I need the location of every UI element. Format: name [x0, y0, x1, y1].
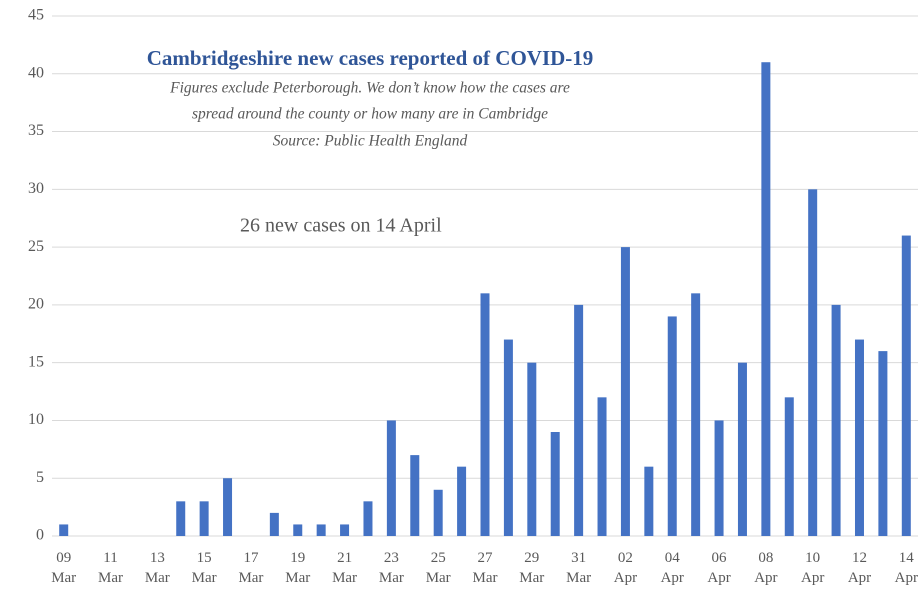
bar [223, 478, 233, 536]
bar [901, 235, 911, 537]
x-tick-label: 02 Apr [613, 550, 638, 586]
bar [597, 397, 607, 536]
x-tick-label: 06 Apr [707, 550, 731, 586]
x-tick-label: 10 Apr [801, 550, 825, 586]
bar [854, 339, 864, 536]
bar [574, 304, 584, 536]
x-tick-label: 12 Apr [847, 550, 872, 586]
bar [808, 189, 818, 537]
bar [667, 316, 677, 536]
bar [831, 304, 841, 536]
bar [433, 489, 443, 536]
y-tick-label: 20 [28, 296, 44, 313]
bar [199, 501, 209, 536]
x-tick-label: 17 Mar [238, 550, 264, 586]
bar [761, 62, 771, 536]
x-tick-label: 19 Mar [285, 550, 311, 586]
bar [410, 455, 420, 536]
x-tick-label: 08 Apr [754, 550, 778, 586]
y-tick-label: 40 [28, 64, 44, 81]
x-tick-label: 11 Mar [98, 550, 123, 586]
bar [269, 512, 279, 536]
bar [340, 524, 350, 536]
bar [176, 501, 186, 536]
bar [480, 293, 490, 536]
bar [644, 466, 654, 536]
y-tick-label: 30 [28, 180, 44, 197]
y-tick-label: 45 [28, 7, 44, 24]
bar [457, 466, 467, 536]
x-tick-label: 14 Apr [894, 550, 918, 586]
x-tick-label: 25 Mar [425, 550, 451, 586]
subtitle: Figures exclude Peterborough. We don’t k… [169, 80, 570, 97]
bar [503, 339, 513, 536]
bar [784, 397, 794, 536]
bar [691, 293, 701, 536]
x-tick-label: 29 Mar [519, 550, 545, 586]
bar [550, 432, 560, 536]
y-tick-label: 25 [28, 238, 44, 255]
bar [386, 420, 396, 536]
bar [527, 362, 537, 536]
x-tick-label: 27 Mar [472, 550, 498, 586]
x-tick-label: 09 Mar [51, 550, 77, 586]
chart-title: Cambridgeshire new cases reported of COV… [147, 46, 594, 70]
bar [59, 524, 69, 536]
x-tick-label: 21 Mar [332, 550, 358, 586]
subtitle: spread around the county or how many are… [192, 106, 548, 123]
x-tick-label: 23 Mar [378, 550, 404, 586]
bar [293, 524, 303, 536]
x-tick-label: 31 Mar [566, 550, 592, 586]
bar [316, 524, 326, 536]
bar [714, 420, 724, 536]
x-tick-label: 15 Mar [191, 550, 217, 586]
bar [737, 362, 747, 536]
annotation: 26 new cases on 14 April [240, 215, 442, 237]
y-tick-label: 35 [28, 122, 44, 139]
x-tick-label: 04 Apr [660, 550, 684, 586]
subtitle: Source: Public Health England [273, 133, 468, 150]
bar [878, 351, 888, 536]
x-tick-label: 13 Mar [144, 550, 170, 586]
y-tick-label: 5 [36, 469, 44, 486]
bar [620, 247, 630, 536]
bar [363, 501, 373, 536]
y-tick-label: 15 [28, 353, 44, 370]
y-tick-label: 10 [28, 411, 44, 428]
y-tick-label: 0 [36, 527, 44, 544]
